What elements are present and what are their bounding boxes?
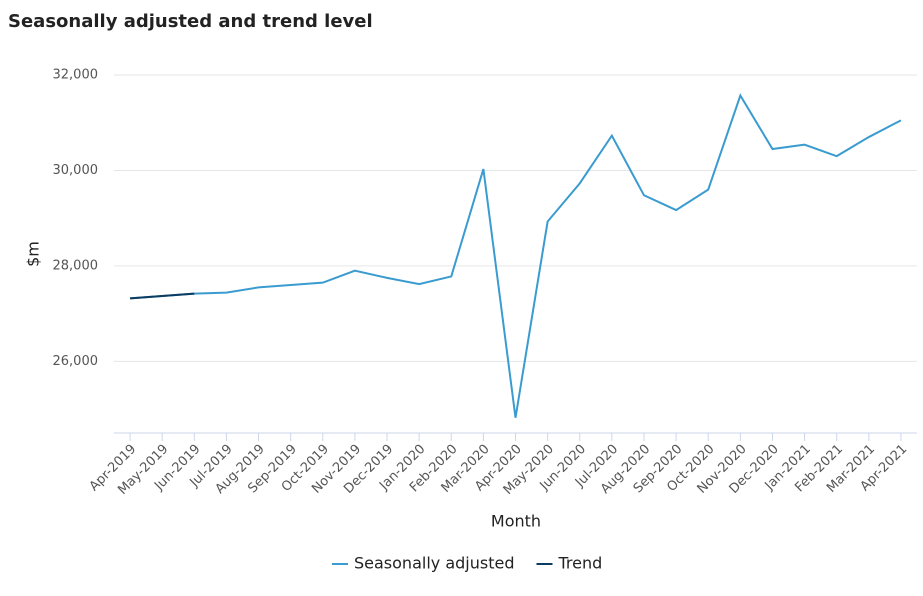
legend: Seasonally adjusted Trend — [332, 554, 602, 573]
y-tick-label: 32,000 — [53, 68, 99, 83]
chart-title: Seasonally adjusted and trend level — [8, 11, 373, 32]
series-line — [129, 292, 195, 300]
x-axis-title: Month — [491, 512, 541, 531]
legend-label: Trend — [557, 554, 602, 573]
series-line — [129, 93, 902, 418]
y-tick-label: 28,000 — [53, 258, 99, 273]
y-tick-label: 30,000 — [53, 163, 99, 178]
y-axis-title: $m — [24, 241, 43, 267]
legend-label: Seasonally adjusted — [354, 554, 514, 573]
y-tick-label: 26,000 — [53, 354, 99, 369]
